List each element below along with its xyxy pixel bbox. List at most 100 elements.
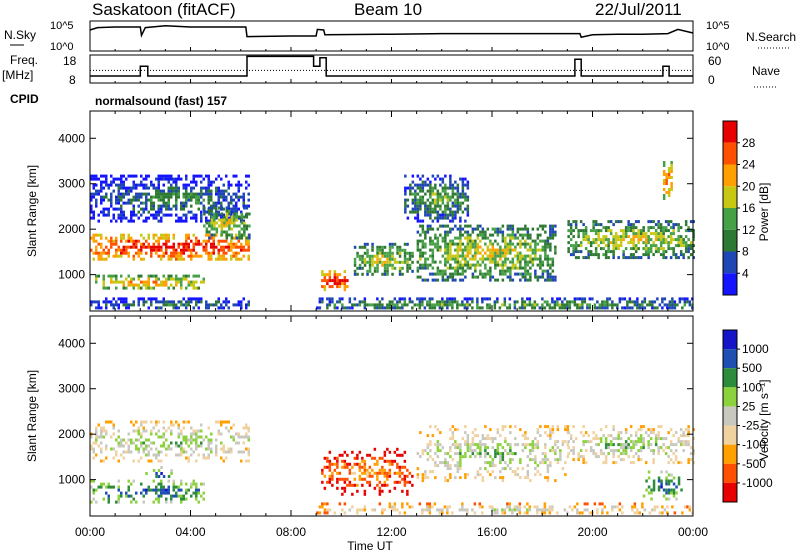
velocity-cell	[584, 440, 588, 444]
power-cell	[202, 248, 205, 252]
power-cell	[167, 286, 170, 290]
power-cell	[95, 245, 98, 249]
power-cell	[182, 183, 185, 187]
velocity-cell	[524, 443, 527, 447]
power-cell	[228, 221, 231, 225]
power-cell	[343, 288, 347, 292]
velocity-cell	[624, 431, 628, 435]
power-cell	[659, 241, 663, 245]
power-cell	[593, 303, 597, 307]
velocity-cell	[343, 462, 347, 466]
power-cell	[509, 245, 512, 249]
power-cell	[644, 247, 648, 251]
power-cell	[205, 306, 208, 310]
velocity-cell	[459, 455, 462, 459]
power-cell	[235, 207, 238, 211]
power-cell	[180, 177, 183, 181]
power-cell	[463, 306, 467, 310]
power-cell	[137, 239, 140, 243]
velocity-cell	[687, 431, 690, 435]
velocity-cell	[177, 435, 180, 439]
power-cell	[588, 303, 592, 307]
power-cell	[155, 189, 158, 193]
power-cell	[245, 224, 249, 228]
power-cell	[200, 254, 203, 258]
power-cell	[688, 300, 692, 304]
velocity-cell	[604, 443, 608, 447]
velocity-cell	[661, 505, 664, 509]
power-cell	[534, 248, 537, 252]
power-cell	[195, 192, 198, 196]
velocity-cell	[316, 511, 319, 515]
power-cell	[401, 306, 404, 310]
velocity-cell	[586, 508, 589, 512]
velocity-cell	[421, 449, 425, 453]
power-cell	[577, 244, 580, 248]
power-cell	[107, 207, 110, 211]
power-cell	[172, 254, 175, 258]
velocity-cell	[479, 473, 482, 477]
power-cell	[97, 306, 100, 310]
power-cell	[466, 204, 470, 208]
velocity-cell	[160, 459, 163, 463]
power-cell	[102, 198, 105, 202]
power-cell	[135, 245, 138, 249]
power-cell	[130, 213, 133, 217]
power-cell	[200, 180, 203, 184]
velocity-cell	[326, 508, 329, 512]
velocity-cell	[559, 455, 562, 459]
velocity-cell	[682, 434, 685, 438]
velocity-cell	[388, 502, 392, 506]
nsky-trace	[89, 25, 694, 39]
power-cell	[434, 210, 437, 214]
power-cell	[165, 204, 168, 208]
power-cell	[172, 192, 175, 196]
power-cell	[469, 248, 472, 252]
power-cell	[424, 201, 427, 205]
power-cell	[446, 201, 450, 205]
power-cell	[200, 300, 203, 304]
power-cell	[499, 251, 502, 255]
power-cell	[157, 192, 160, 196]
velocity-colorbar-swatch	[723, 406, 737, 426]
power-cell	[167, 189, 170, 193]
velocity-cell	[182, 447, 185, 451]
power-cell	[436, 219, 440, 223]
velocity-cell	[100, 426, 103, 430]
power-cell	[215, 227, 219, 231]
power-cell	[546, 242, 550, 246]
power-cell	[584, 235, 588, 239]
power-cell	[213, 227, 216, 231]
power-cell	[524, 275, 527, 279]
power-cell	[210, 189, 213, 193]
power-cell	[120, 198, 123, 202]
power-cell	[180, 277, 183, 281]
velocity-cell	[526, 473, 530, 477]
power-cell	[501, 260, 505, 264]
power-cell	[100, 254, 103, 258]
velocity-cell	[561, 443, 565, 447]
velocity-cell	[627, 455, 630, 459]
power-cell	[411, 174, 415, 178]
power-cell	[358, 266, 362, 270]
power-cell	[617, 247, 620, 251]
power-cell	[479, 230, 482, 234]
power-cell	[336, 282, 339, 286]
power-cell	[479, 269, 482, 273]
power-cell	[494, 248, 497, 252]
power-cell	[155, 251, 158, 255]
velocity-cell	[105, 444, 108, 448]
power-cell	[546, 275, 550, 279]
velocity-cell	[343, 477, 347, 481]
power-cell	[321, 270, 324, 274]
power-cell	[195, 174, 198, 178]
power-cell	[461, 251, 465, 255]
power-cell	[511, 242, 515, 246]
velocity-cell	[353, 471, 357, 475]
power-cell	[431, 174, 435, 178]
power-cell	[165, 251, 168, 255]
power-cell	[622, 232, 625, 236]
power-cell	[408, 297, 412, 301]
velocity-cell	[162, 420, 165, 424]
power-cell	[165, 283, 168, 287]
